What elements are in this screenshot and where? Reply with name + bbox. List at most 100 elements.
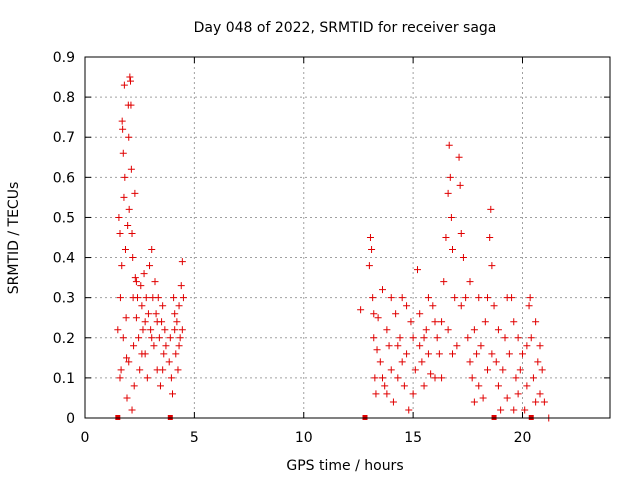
data-point: [405, 406, 413, 414]
data-point: [444, 326, 452, 334]
data-point: [433, 334, 441, 342]
data-point: [121, 246, 129, 254]
data-point: [178, 258, 186, 266]
data-point: [424, 350, 432, 358]
data-point: [540, 398, 548, 406]
data-point: [473, 350, 481, 358]
data-point: [365, 262, 373, 270]
data-point: [499, 366, 507, 374]
grid-lines: [85, 57, 610, 418]
data-point: [438, 374, 446, 382]
data-point: [172, 350, 180, 358]
data-point: [175, 302, 183, 310]
data-point: [138, 350, 146, 358]
data-point: [131, 189, 139, 197]
data-point: [162, 342, 170, 350]
data-point: [424, 294, 432, 302]
data-point: [141, 318, 149, 326]
data-point: [152, 310, 160, 318]
data-point: [118, 262, 126, 270]
data-points: [114, 73, 553, 422]
data-point: [139, 326, 147, 334]
data-point: [484, 294, 491, 302]
data-point: [174, 366, 182, 374]
data-point: [521, 406, 529, 414]
data-point: [532, 318, 540, 326]
data-point: [138, 302, 146, 310]
data-point: [445, 141, 453, 149]
data-point: [123, 354, 131, 362]
data-point: [114, 326, 122, 334]
data-point: [155, 334, 163, 342]
x-tick-label: 10: [295, 430, 313, 446]
data-point: [394, 342, 402, 350]
data-point: [127, 165, 135, 173]
tick-labels: 0 0.1 0.2 0.3 0.4 0.5 0.6 0.7 0.8 0.9 0 5 10 15 20: [53, 50, 532, 446]
data-point: [144, 310, 152, 318]
data-point: [514, 390, 522, 398]
data-point: [156, 382, 164, 390]
data-point: [453, 342, 461, 350]
y-tick-label: 0.5: [53, 210, 75, 226]
data-point: [447, 213, 455, 221]
data-point: [369, 294, 377, 302]
data-point: [429, 302, 437, 310]
data-point: [503, 394, 511, 402]
y-tick-label: 0.4: [53, 251, 75, 267]
data-point: [470, 326, 478, 334]
data-point: [119, 149, 127, 157]
data-point: [122, 314, 130, 322]
plot-frame: [84, 56, 611, 419]
data-point: [438, 318, 446, 326]
data-point: [409, 390, 417, 398]
data-point: [125, 358, 133, 366]
data-point: [392, 310, 400, 318]
data-point: [523, 342, 531, 350]
data-point: [503, 294, 511, 302]
data-point: [383, 390, 391, 398]
data-point: [166, 334, 174, 342]
data-point: [516, 366, 524, 374]
data-point: [538, 366, 546, 374]
data-point: [366, 234, 374, 241]
data-point: [479, 394, 487, 402]
data-point: [148, 334, 156, 342]
data-point: [170, 294, 178, 302]
data-point: [451, 294, 459, 302]
data-point: [488, 350, 496, 358]
data-point: [169, 390, 176, 398]
data-point: [488, 262, 496, 270]
data-point: [512, 374, 520, 382]
data-point: [177, 282, 185, 290]
data-point: [457, 302, 465, 310]
data-point: [418, 358, 426, 366]
x-tick-label: 20: [514, 430, 532, 446]
data-point: [129, 254, 137, 262]
data-point: [374, 314, 382, 322]
data-point: [420, 382, 428, 390]
data-point: [486, 234, 494, 241]
data-point: [143, 374, 151, 382]
data-point: [116, 229, 124, 237]
data-point: [534, 358, 542, 366]
data-point: [536, 342, 544, 350]
data-point: [387, 366, 395, 374]
data-point: [371, 374, 379, 382]
data-point: [171, 310, 179, 318]
data-point: [119, 334, 127, 342]
data-point: [416, 310, 424, 318]
data-point: [175, 342, 183, 350]
data-point: [510, 318, 518, 326]
data-point: [456, 181, 464, 189]
data-point: [372, 390, 380, 398]
data-point: [373, 346, 381, 354]
data-point: [466, 278, 474, 286]
data-point: [492, 358, 500, 366]
data-point: [431, 318, 439, 326]
data-point: [494, 326, 502, 334]
y-tick-label: 0.2: [53, 331, 75, 347]
data-point: [125, 205, 133, 213]
data-point: [140, 270, 148, 278]
data-point: [379, 286, 386, 294]
data-point: [130, 382, 138, 390]
